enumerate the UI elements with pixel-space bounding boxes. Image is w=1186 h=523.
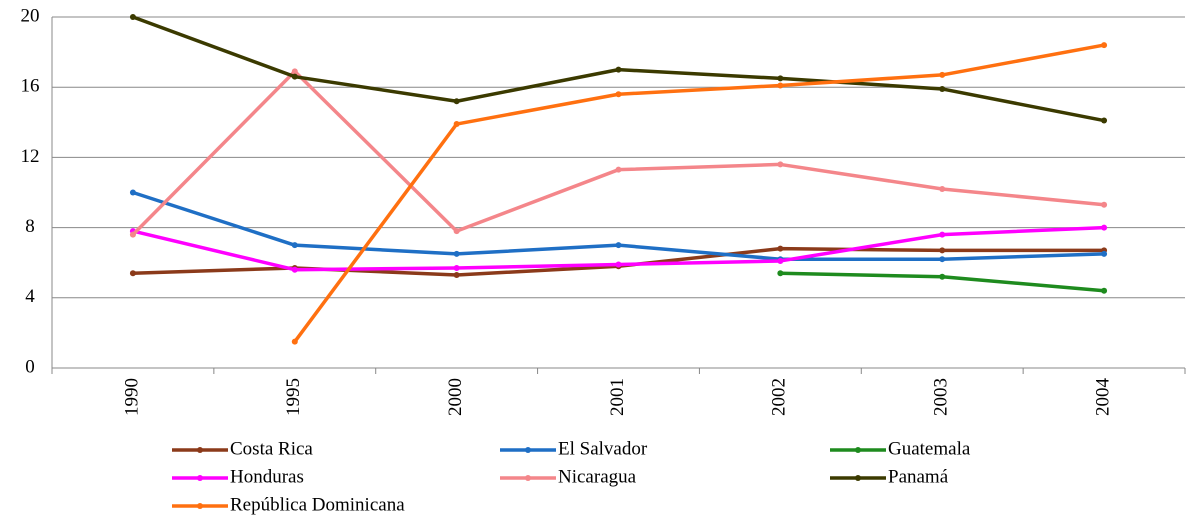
x-tick-label: 1995 — [283, 378, 304, 416]
legend-marker — [855, 447, 861, 453]
data-point — [453, 250, 460, 257]
legend-label: Costa Rica — [230, 438, 313, 459]
legend-marker — [197, 447, 203, 453]
legend-marker — [197, 475, 203, 481]
data-point — [777, 82, 784, 89]
x-tick-label: 1990 — [121, 378, 142, 416]
data-point — [453, 271, 460, 278]
data-point — [291, 73, 298, 80]
x-tick-label: 2003 — [931, 378, 952, 416]
y-tick-label: 8 — [25, 216, 35, 237]
y-tick-label: 12 — [21, 146, 40, 167]
data-point — [777, 245, 784, 252]
data-point — [615, 261, 622, 268]
data-point — [777, 270, 784, 277]
data-point — [453, 264, 460, 271]
data-point — [939, 185, 946, 192]
data-point — [939, 247, 946, 254]
legend-label: Nicaragua — [558, 466, 637, 487]
data-point — [129, 14, 136, 20]
data-point — [615, 66, 622, 73]
legend-label: República Dominicana — [230, 494, 405, 515]
data-point — [453, 228, 460, 235]
data-point — [291, 68, 298, 75]
x-tick-label: 2002 — [769, 378, 790, 416]
data-point — [291, 242, 298, 249]
data-point — [615, 91, 622, 98]
legend-item: República Dominicana — [172, 494, 405, 515]
legend-label: Panamá — [888, 466, 949, 487]
legend-item: Honduras — [172, 466, 304, 487]
x-tick-label: 2001 — [607, 378, 628, 416]
data-point — [939, 256, 946, 263]
legend-item: El Salvador — [500, 438, 648, 459]
data-point — [291, 266, 298, 273]
data-point — [1101, 117, 1108, 124]
data-point — [1101, 250, 1108, 257]
data-point — [777, 75, 784, 82]
legend-item: Panamá — [830, 466, 949, 487]
data-point — [1101, 42, 1108, 49]
legend-item: Costa Rica — [172, 438, 313, 459]
data-point — [615, 166, 622, 173]
data-point — [939, 273, 946, 280]
data-point — [777, 257, 784, 264]
y-tick-label: 0 — [25, 356, 35, 377]
legend-label: Honduras — [230, 466, 304, 487]
legend-marker — [197, 503, 203, 509]
data-point — [1101, 287, 1108, 294]
data-point — [615, 242, 622, 249]
legend-item: Guatemala — [830, 438, 971, 459]
data-point — [453, 98, 460, 105]
legend-marker — [525, 447, 531, 453]
data-point — [129, 270, 136, 277]
legend-label: El Salvador — [558, 438, 648, 459]
y-tick-label: 4 — [25, 286, 35, 307]
x-tick-label: 2000 — [445, 378, 466, 416]
data-point — [453, 121, 460, 128]
data-point — [939, 71, 946, 78]
data-point — [129, 231, 136, 238]
y-tick-label: 16 — [21, 76, 40, 97]
data-point — [1101, 224, 1108, 231]
legend-marker — [525, 475, 531, 481]
y-tick-label: 20 — [21, 5, 40, 26]
data-point — [1101, 201, 1108, 208]
series-line — [293, 43, 1105, 343]
legend-label: Guatemala — [888, 438, 971, 459]
data-point — [129, 189, 136, 196]
data-point — [939, 85, 946, 92]
legend-item: Nicaragua — [500, 466, 637, 487]
data-point — [291, 338, 298, 345]
data-point — [939, 231, 946, 238]
data-point — [777, 161, 784, 168]
legend-marker — [855, 475, 861, 481]
x-tick-label: 2004 — [1092, 378, 1113, 417]
